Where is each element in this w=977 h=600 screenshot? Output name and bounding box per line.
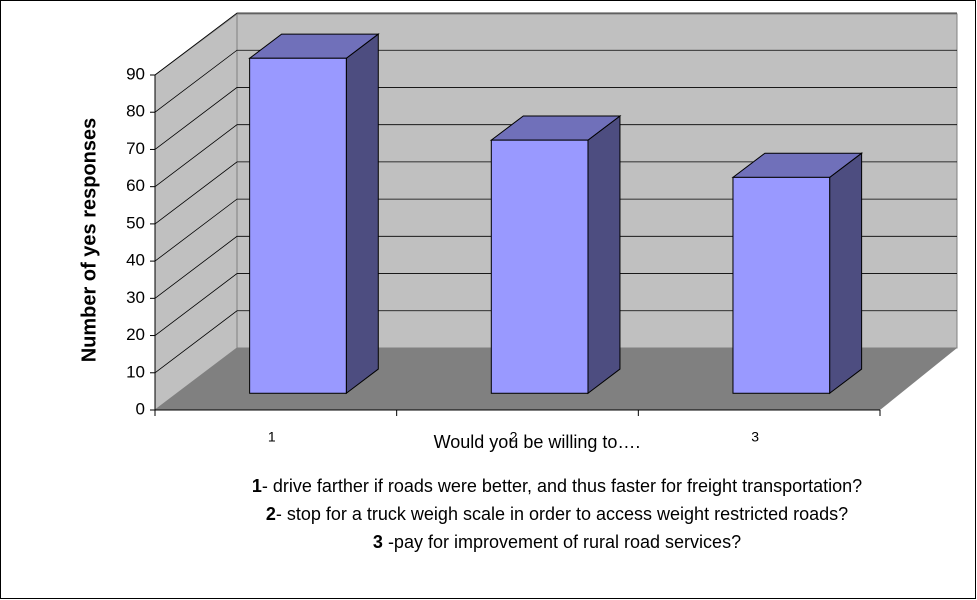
grid-line [154, 49, 957, 113]
note-text: - stop for a truck weigh scale in order … [275, 504, 849, 524]
note-text: -pay for improvement of rural road servi… [382, 532, 742, 552]
y-tick-label: 60 [126, 176, 145, 195]
bar-side [829, 152, 863, 395]
notes: 1- drive farther if roads were better, a… [167, 472, 947, 556]
y-tick-label: 70 [126, 139, 145, 158]
y-tick-label: 80 [126, 102, 145, 121]
x-tick-label: 1 [268, 429, 276, 445]
bar-side [587, 114, 621, 395]
y-tick-label: 10 [126, 362, 145, 381]
grid-line [154, 273, 957, 336]
x-axis-label: Would you be willing to…. [434, 432, 641, 452]
bar-front [490, 139, 589, 394]
bar-front [249, 57, 347, 394]
bar-front [732, 176, 831, 394]
note-number: 2 [265, 504, 276, 524]
grid-line [154, 310, 957, 374]
note: 3 -pay for improvement of rural road ser… [167, 528, 947, 556]
bar [489, 114, 622, 395]
y-axis-label: Number of yes responses [78, 118, 100, 363]
note-number: 1 [251, 476, 262, 496]
y-tick-label: 50 [126, 213, 145, 232]
note-number: 3 [372, 532, 383, 552]
y-tick-label: 90 [126, 64, 145, 83]
note: 2- stop for a truck weigh scale in order… [167, 500, 947, 528]
y-tick-label: 20 [126, 325, 145, 344]
grid-line [154, 124, 957, 187]
x-tick-label: 2 [510, 429, 518, 445]
grid-line [154, 235, 957, 299]
side-wall [154, 13, 238, 412]
y-tick-label: 0 [136, 399, 145, 418]
note-text: - drive farther if roads were better, an… [261, 476, 863, 496]
y-tick-label: 30 [126, 288, 145, 307]
bar [731, 152, 864, 395]
grid-line [154, 12, 957, 76]
grid-line [154, 87, 957, 150]
y-tick-label: 40 [126, 251, 145, 270]
bar-side [345, 33, 379, 395]
note: 1- drive farther if roads were better, a… [167, 472, 947, 500]
x-tick-label: 3 [751, 429, 759, 445]
grid-line [154, 161, 957, 225]
bar [248, 33, 380, 395]
grid-line [154, 198, 957, 262]
